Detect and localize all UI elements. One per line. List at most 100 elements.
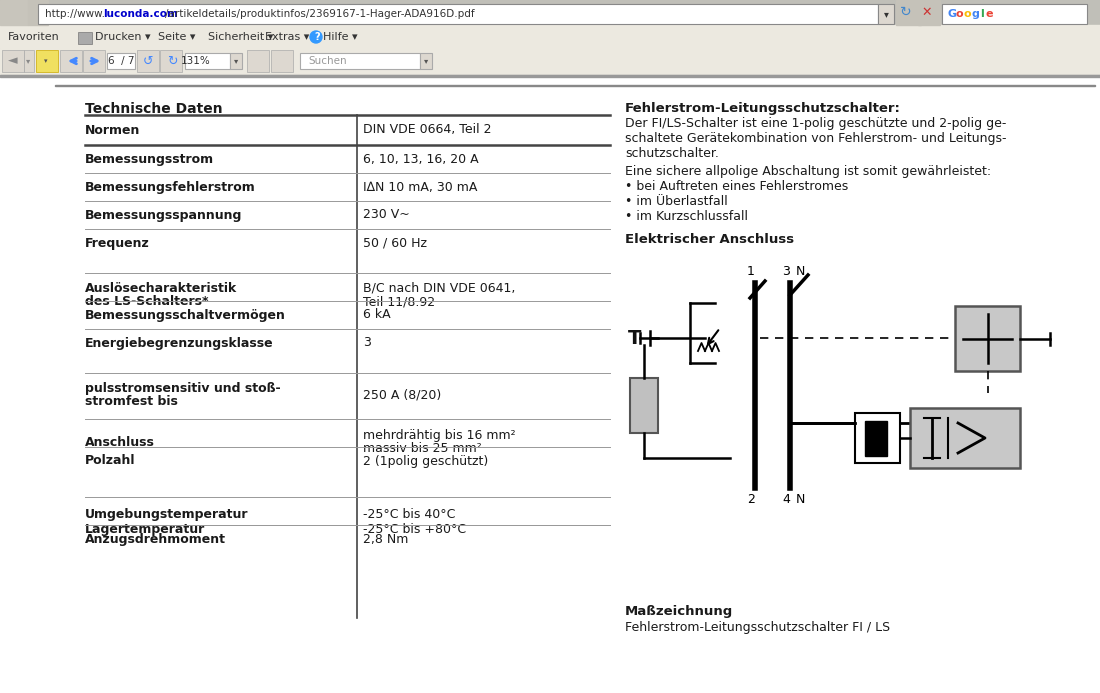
Text: 6  / 7: 6 / 7 bbox=[108, 56, 134, 66]
Text: e: e bbox=[986, 9, 993, 19]
Text: Teil 11/8.92: Teil 11/8.92 bbox=[363, 295, 436, 308]
Text: Energiebegrenzungsklasse: Energiebegrenzungsklasse bbox=[85, 337, 274, 349]
Text: G: G bbox=[947, 9, 956, 19]
Text: 3: 3 bbox=[782, 265, 790, 278]
Bar bbox=[248, 50, 270, 72]
Text: ▾: ▾ bbox=[424, 57, 428, 66]
Text: I∆N 10 mA, 30 mA: I∆N 10 mA, 30 mA bbox=[363, 180, 477, 193]
Text: 3: 3 bbox=[363, 337, 371, 349]
Text: Bemessungsschaltvermögen: Bemessungsschaltvermögen bbox=[85, 308, 286, 322]
Text: ↻: ↻ bbox=[167, 55, 177, 67]
Text: -25°C bis 40°C: -25°C bis 40°C bbox=[363, 508, 455, 521]
Text: Sicherheit ▾: Sicherheit ▾ bbox=[208, 32, 274, 42]
Bar bbox=[36, 50, 58, 72]
Text: • bei Auftreten eines Fehlerstromes: • bei Auftreten eines Fehlerstromes bbox=[625, 180, 848, 193]
Bar bbox=[855, 413, 900, 463]
Text: Bemessungsstrom: Bemessungsstrom bbox=[85, 152, 214, 166]
Text: 50 / 60 Hz: 50 / 60 Hz bbox=[363, 236, 427, 249]
Text: ▾: ▾ bbox=[26, 57, 31, 66]
Text: Frequenz: Frequenz bbox=[85, 236, 150, 249]
Text: -25°C bis +80°C: -25°C bis +80°C bbox=[363, 523, 466, 536]
Text: ✕: ✕ bbox=[921, 6, 932, 19]
Text: mehrdrähtig bis 16 mm²: mehrdrähtig bis 16 mm² bbox=[363, 428, 516, 441]
Text: 250 A (8/20): 250 A (8/20) bbox=[363, 389, 441, 401]
Bar bbox=[0, 0, 28, 25]
Text: g: g bbox=[972, 9, 980, 19]
Bar bbox=[82, 50, 104, 72]
Bar bbox=[230, 53, 242, 69]
Bar bbox=[878, 4, 894, 24]
Bar bbox=[630, 378, 658, 433]
Bar bbox=[39, 4, 878, 24]
Text: Der FI/LS-Schalter ist eine 1-polig geschützte und 2-polig ge-: Der FI/LS-Schalter ist eine 1-polig gesc… bbox=[625, 117, 1006, 130]
Bar bbox=[0, 75, 1100, 76]
Text: luconda.com: luconda.com bbox=[103, 9, 178, 19]
Text: 2 (1polig geschützt): 2 (1polig geschützt) bbox=[363, 455, 488, 468]
Text: Suchen: Suchen bbox=[308, 56, 346, 66]
Text: ▾: ▾ bbox=[234, 57, 239, 66]
Bar bbox=[955, 306, 1020, 371]
Text: o: o bbox=[956, 9, 964, 19]
Text: Normen: Normen bbox=[85, 123, 141, 137]
Text: 2,8 Nm: 2,8 Nm bbox=[363, 532, 408, 545]
Text: Umgebungstemperatur: Umgebungstemperatur bbox=[85, 508, 249, 521]
Bar bbox=[271, 50, 293, 72]
Text: Anzugsdrehmoment: Anzugsdrehmoment bbox=[85, 532, 226, 545]
Bar bbox=[918, 0, 940, 25]
Text: Eine sichere allpolige Abschaltung ist somit gewährleistet:: Eine sichere allpolige Abschaltung ist s… bbox=[625, 165, 991, 178]
Text: Hilfe ▾: Hilfe ▾ bbox=[323, 32, 358, 42]
Circle shape bbox=[310, 31, 322, 43]
Text: • im Kurzschlussfall: • im Kurzschlussfall bbox=[625, 210, 748, 223]
Bar bbox=[865, 421, 887, 456]
Text: Bemessungsfehlerstrom: Bemessungsfehlerstrom bbox=[85, 180, 255, 193]
Text: ▾: ▾ bbox=[884, 9, 889, 19]
Text: Technische Daten: Technische Daten bbox=[85, 102, 222, 116]
Text: • im Überlastfall: • im Überlastfall bbox=[625, 195, 728, 208]
Text: Lagertemperatur: Lagertemperatur bbox=[85, 523, 206, 536]
Text: Bemessungsspannung: Bemessungsspannung bbox=[85, 209, 242, 222]
Text: des LS-Schalters*: des LS-Schalters* bbox=[85, 295, 209, 308]
Text: Fehlerstrom-Leitungsschutzschalter FI / LS: Fehlerstrom-Leitungsschutzschalter FI / … bbox=[625, 621, 890, 634]
Text: B/C nach DIN VDE 0641,: B/C nach DIN VDE 0641, bbox=[363, 282, 516, 295]
Bar bbox=[138, 50, 160, 72]
Bar bbox=[942, 4, 1087, 24]
Text: Elektrischer Anschluss: Elektrischer Anschluss bbox=[625, 233, 794, 246]
Text: schaltete Gerätekombination von Fehlerstrom- und Leitungs-: schaltete Gerätekombination von Fehlerst… bbox=[625, 132, 1006, 145]
Text: stromfest bis: stromfest bis bbox=[85, 395, 178, 408]
Text: Seite ▾: Seite ▾ bbox=[158, 32, 196, 42]
Text: ↺: ↺ bbox=[143, 55, 154, 67]
Text: Maßzeichnung: Maßzeichnung bbox=[625, 605, 734, 618]
Bar bbox=[185, 53, 230, 69]
Bar bbox=[910, 408, 1020, 468]
Text: 6, 10, 13, 16, 20 A: 6, 10, 13, 16, 20 A bbox=[363, 152, 478, 166]
Bar bbox=[24, 50, 34, 72]
Text: 6 kA: 6 kA bbox=[363, 308, 390, 322]
Text: ◄: ◄ bbox=[8, 55, 18, 67]
Text: Fehlerstrom-Leitungsschutzschalter:: Fehlerstrom-Leitungsschutzschalter: bbox=[625, 102, 901, 115]
Bar bbox=[0, 25, 1100, 48]
Text: pulsstromsensitiv und stoß-: pulsstromsensitiv und stoß- bbox=[85, 382, 280, 395]
Text: 4: 4 bbox=[782, 493, 790, 506]
Text: l: l bbox=[980, 9, 983, 19]
Bar bbox=[28, 0, 48, 25]
Bar bbox=[896, 0, 921, 25]
Text: /artikeldetails/produktinfos/2369167-1-Hager-ADA916D.pdf: /artikeldetails/produktinfos/2369167-1-H… bbox=[165, 9, 474, 19]
Text: o: o bbox=[964, 9, 971, 19]
Text: schutzschalter.: schutzschalter. bbox=[625, 147, 719, 160]
Bar bbox=[160, 50, 182, 72]
Bar bbox=[0, 48, 1100, 75]
Text: ▾: ▾ bbox=[44, 58, 47, 64]
Bar bbox=[0, 75, 1100, 77]
Text: N: N bbox=[796, 265, 805, 278]
Text: 230 V~: 230 V~ bbox=[363, 209, 409, 222]
Bar bbox=[420, 53, 432, 69]
Text: Favoriten: Favoriten bbox=[8, 32, 59, 42]
Text: ↻: ↻ bbox=[900, 5, 912, 19]
Text: Anschluss: Anschluss bbox=[85, 435, 155, 448]
Bar bbox=[60, 50, 82, 72]
Bar bbox=[0, 0, 1100, 25]
Text: 131%: 131% bbox=[182, 56, 211, 66]
Bar bbox=[78, 32, 92, 44]
Text: Auslösecharakteristik: Auslösecharakteristik bbox=[85, 282, 238, 295]
Text: T: T bbox=[628, 328, 641, 347]
